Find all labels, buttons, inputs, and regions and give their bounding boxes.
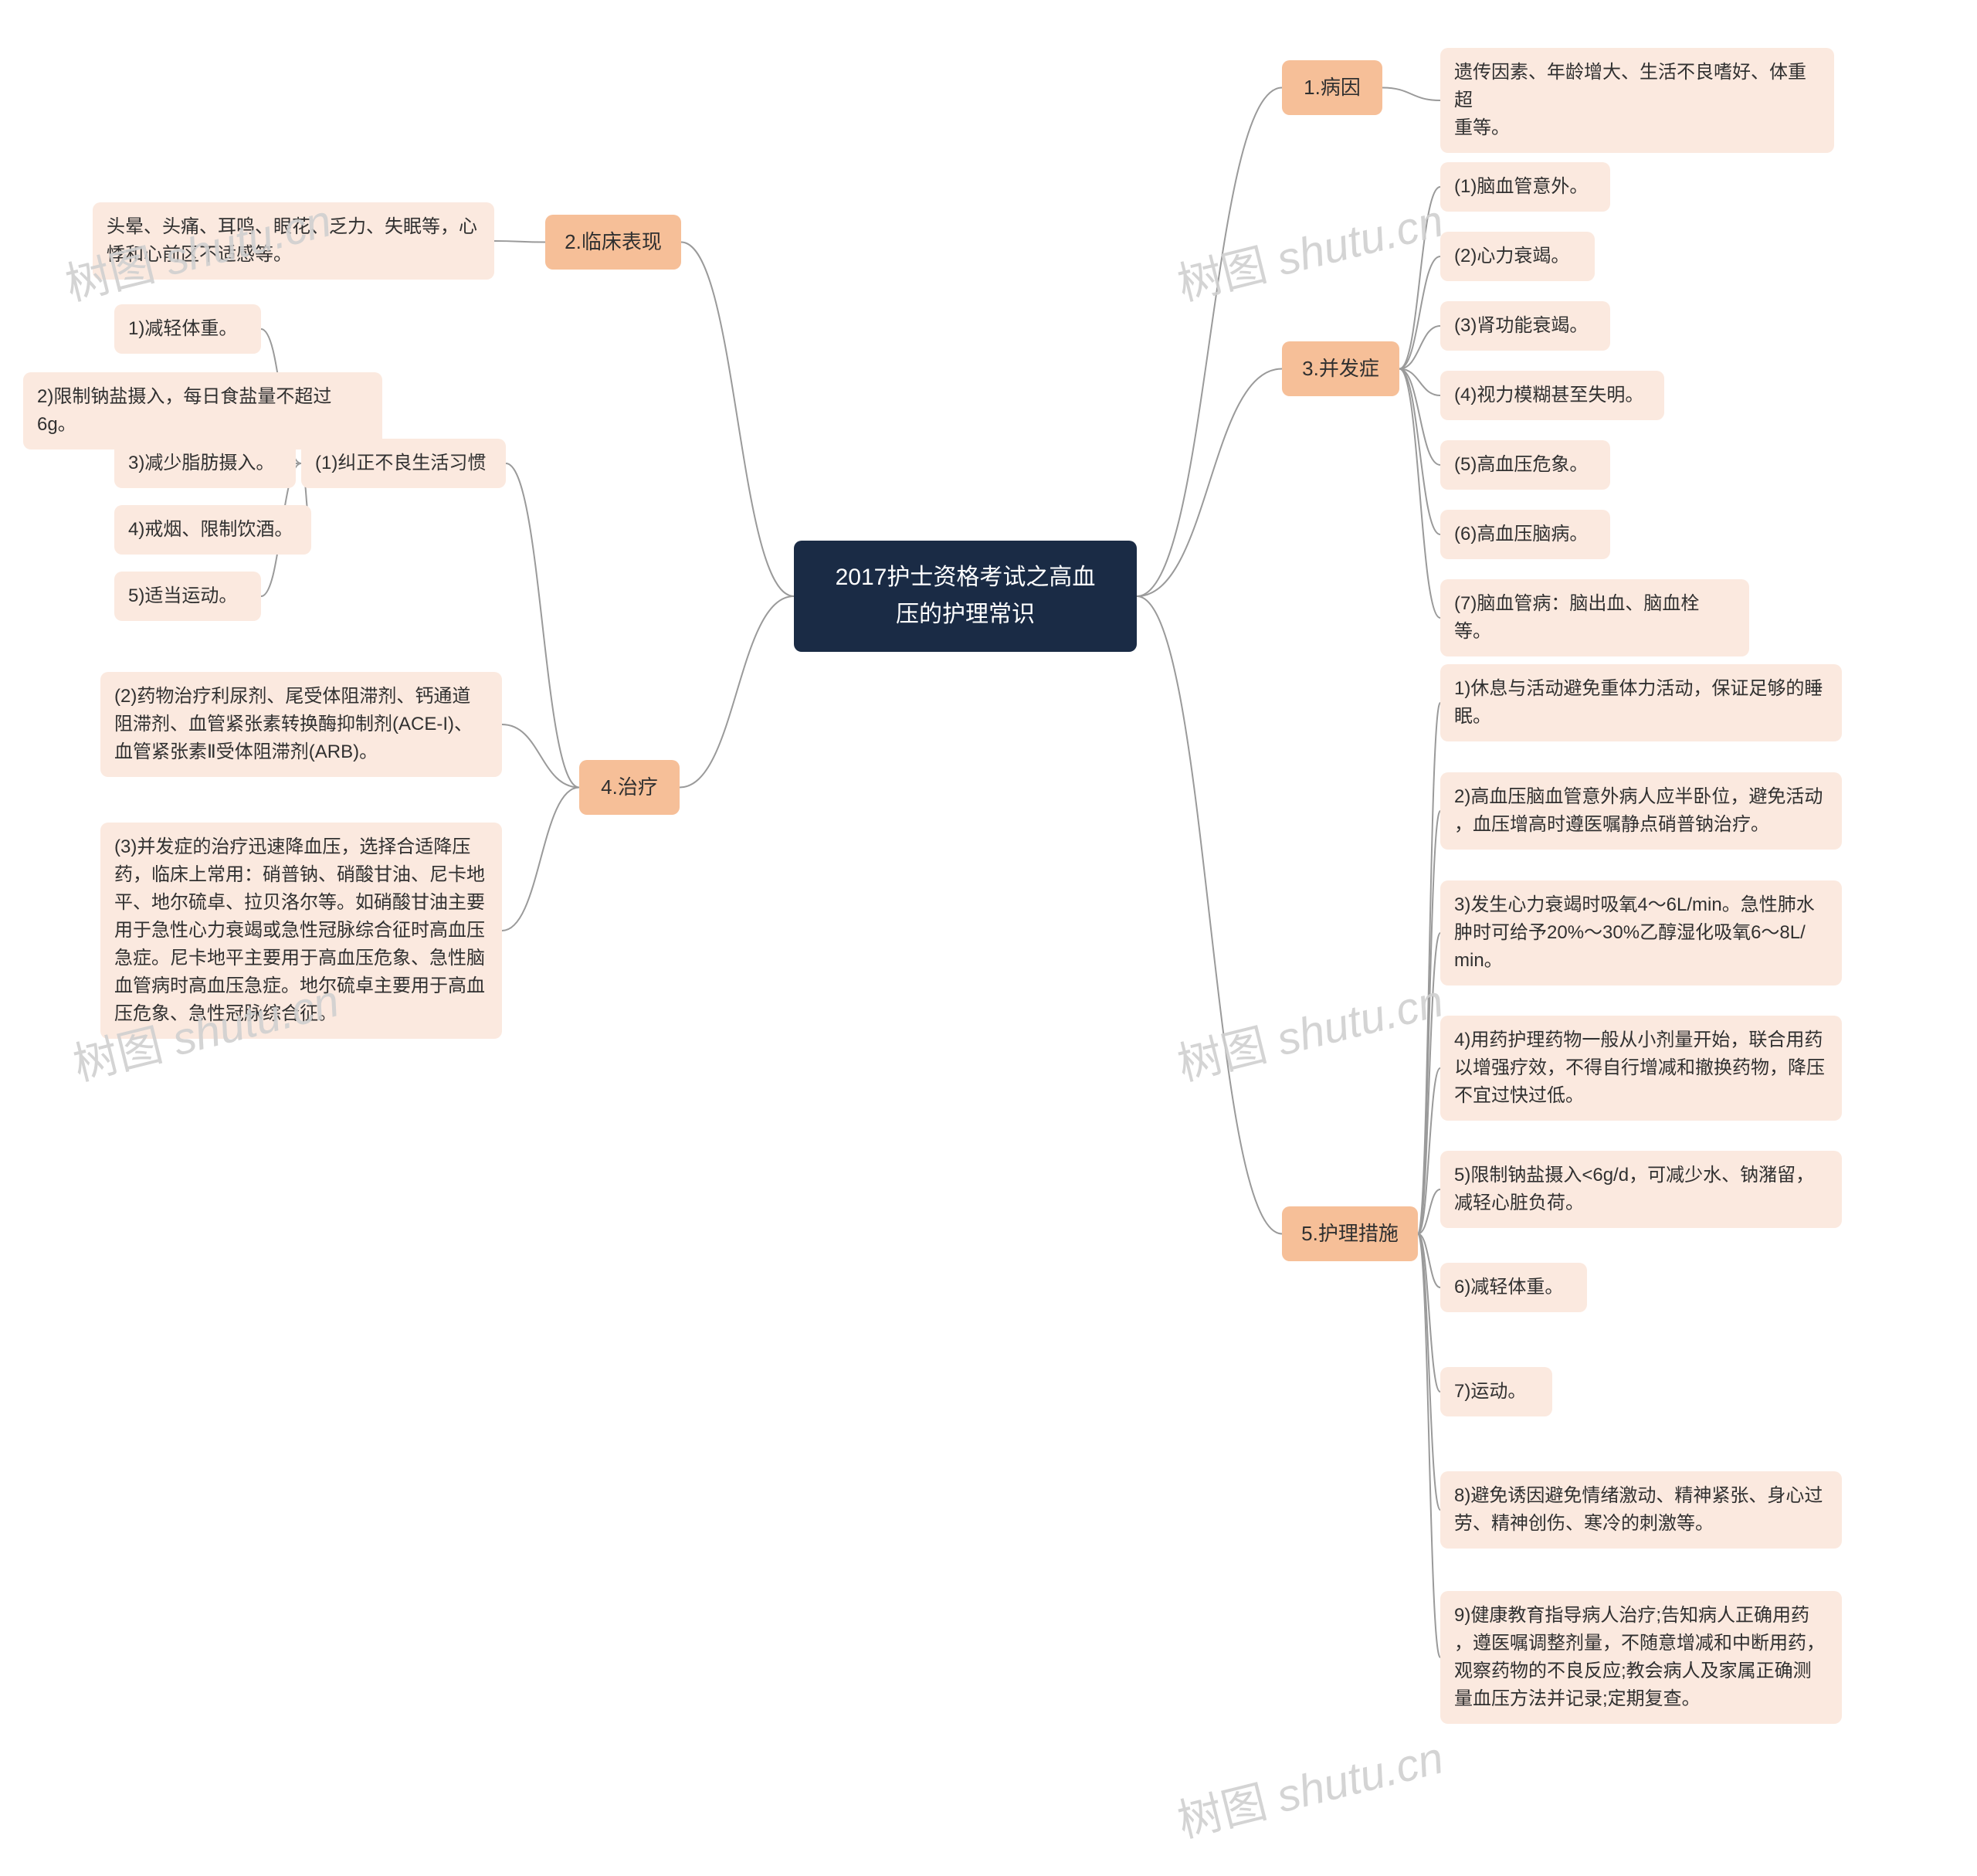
- leaf-node-n2a-label: 头晕、头痛、耳鸣、眼花、乏力、失眠等，心悸和心前区不适感等。: [107, 216, 477, 265]
- edge-root-b4: [680, 596, 794, 788]
- edge-b3-n3d: [1399, 369, 1440, 396]
- leaf-node-n4c: (3)并发症的治疗迅速降血压，选择合适降压药，临床上常用：硝普钠、硝酸甘油、尼卡…: [100, 823, 502, 1039]
- edge-root-b2: [681, 243, 794, 597]
- leaf-node-n5c-label: 3)发生心力衰竭时吸氧4～6L/min。急性肺水肿时可给予20%～30%乙醇湿化…: [1454, 894, 1815, 971]
- leaf-node-n3b: (2)心力衰竭。: [1440, 232, 1595, 281]
- branch-node-b3: 3.并发症: [1282, 341, 1399, 396]
- leaf-node-n4a4: 4)戒烟、限制饮酒。: [114, 505, 311, 555]
- leaf-node-n4a2: 2)限制钠盐摄入，每日食盐量不超过6g。: [23, 372, 382, 449]
- branch-node-b1: 1.病因: [1282, 60, 1382, 115]
- leaf-node-n4a1-label: 1)减轻体重。: [128, 318, 237, 339]
- branch-node-b4: 4.治疗: [579, 760, 680, 815]
- leaf-node-n4a3-label: 3)减少脂肪摄入。: [128, 453, 274, 473]
- root-node-label: 2017护士资格考试之高血压的护理常识: [836, 565, 1096, 627]
- branch-node-b2-label: 2.临床表现: [565, 230, 662, 253]
- leaf-node-n3e: (5)高血压危象。: [1440, 440, 1610, 490]
- leaf-node-n4b: (2)药物治疗利尿剂、尾受体阻滞剂、钙通道阻滞剂、血管紧张素转换酶抑制剂(ACE…: [100, 672, 502, 777]
- leaf-node-n3g-label: (7)脑血管病：脑出血、脑血栓等。: [1454, 593, 1699, 642]
- leaf-node-n5b: 2)高血压脑血管意外病人应半卧位，避免活动，血压增高时遵医嘱静点硝普钠治疗。: [1440, 772, 1842, 850]
- branch-node-b1-label: 1.病因: [1304, 76, 1361, 99]
- leaf-node-n3f-label: (6)高血压脑病。: [1454, 524, 1588, 544]
- edge-b1-n1a: [1382, 88, 1440, 101]
- leaf-node-n5f-label: 6)减轻体重。: [1454, 1277, 1563, 1298]
- mindmap-canvas: 2017护士资格考试之高血压的护理常识 1.病因 3.并发症 5.护理措施 2.临床表现…: [0, 0, 1977, 1876]
- edge-b5-n5f: [1418, 1234, 1440, 1288]
- leaf-node-n1a: 遗传因素、年龄增大、生活不良嗜好、体重超重等。: [1440, 48, 1834, 153]
- edge-b5-n5i: [1418, 1234, 1440, 1658]
- leaf-node-n3c-label: (3)肾功能衰竭。: [1454, 315, 1588, 336]
- leaf-node-n4a1: 1)减轻体重。: [114, 304, 261, 354]
- branch-node-b5: 5.护理措施: [1282, 1206, 1418, 1261]
- edge-b3-n3e: [1399, 369, 1440, 466]
- leaf-node-n5d: 4)用药护理药物一般从小剂量开始，联合用药以增强疗效，不得自行增减和撤换药物，降…: [1440, 1016, 1842, 1121]
- edge-root-b5: [1137, 596, 1282, 1234]
- edge-b5-n5g: [1418, 1234, 1440, 1393]
- leaf-node-n1a-label: 遗传因素、年龄增大、生活不良嗜好、体重超重等。: [1454, 62, 1806, 138]
- watermark-3: 树图 shutu.cn: [1170, 965, 1449, 1094]
- watermark-1: 树图 shutu.cn: [1170, 185, 1449, 314]
- edge-b5-n5a: [1418, 703, 1440, 1234]
- edge-b3-n3g: [1399, 369, 1440, 619]
- leaf-node-n5h-label: 8)避免诱因避免情绪激动、精神紧张、身心过劳、精神创伤、寒冷的刺激等。: [1454, 1485, 1823, 1534]
- leaf-node-n4a5: 5)适当运动。: [114, 572, 261, 621]
- leaf-node-n5g: 7)运动。: [1440, 1367, 1552, 1416]
- leaf-node-n5a: 1)休息与活动避免重体力活动，保证足够的睡眠。: [1440, 664, 1842, 741]
- leaf-node-n5f: 6)减轻体重。: [1440, 1263, 1587, 1312]
- leaf-node-n3d: (4)视力模糊甚至失明。: [1440, 371, 1664, 420]
- edge-b4-n4b: [502, 724, 579, 788]
- edge-b3-n3f: [1399, 369, 1440, 535]
- leaf-node-n3a: (1)脑血管意外。: [1440, 162, 1610, 212]
- leaf-node-n5h: 8)避免诱因避免情绪激动、精神紧张、身心过劳、精神创伤、寒冷的刺激等。: [1440, 1471, 1842, 1549]
- edge-b5-n5b: [1418, 811, 1440, 1234]
- leaf-node-n4a-label: (1)纠正不良生活习惯: [315, 453, 486, 473]
- leaf-node-n5c: 3)发生心力衰竭时吸氧4～6L/min。急性肺水肿时可给予20%～30%乙醇湿化…: [1440, 880, 1842, 985]
- leaf-node-n3d-label: (4)视力模糊甚至失明。: [1454, 385, 1643, 405]
- edge-root-b1: [1137, 88, 1282, 597]
- leaf-node-n5i: 9)健康教育指导病人治疗;告知病人正确用药，遵医嘱调整剂量，不随意增减和中断用药…: [1440, 1591, 1842, 1724]
- edge-b5-n5d: [1418, 1068, 1440, 1234]
- edge-b5-n5e: [1418, 1189, 1440, 1234]
- edge-b2-n2a: [494, 241, 545, 243]
- leaf-node-n4a2-label: 2)限制钠盐摄入，每日食盐量不超过6g。: [37, 386, 331, 435]
- edge-b4-n4a: [506, 463, 579, 788]
- leaf-node-n4a3: 3)减少脂肪摄入。: [114, 439, 296, 488]
- leaf-node-n5d-label: 4)用药护理药物一般从小剂量开始，联合用药以增强疗效，不得自行增减和撤换药物，降…: [1454, 1030, 1825, 1106]
- leaf-node-n5i-label: 9)健康教育指导病人治疗;告知病人正确用药，遵医嘱调整剂量，不随意增减和中断用药…: [1454, 1605, 1825, 1709]
- edge-b5-n5c: [1418, 933, 1440, 1234]
- root-node: 2017护士资格考试之高血压的护理常识: [794, 541, 1137, 652]
- branch-node-b3-label: 3.并发症: [1302, 357, 1379, 380]
- leaf-node-n4b-label: (2)药物治疗利尿剂、尾受体阻滞剂、钙通道阻滞剂、血管紧张素转换酶抑制剂(ACE…: [114, 686, 473, 762]
- leaf-node-n3a-label: (1)脑血管意外。: [1454, 176, 1588, 197]
- leaf-node-n5a-label: 1)休息与活动避免重体力活动，保证足够的睡眠。: [1454, 678, 1823, 727]
- leaf-node-n3c: (3)肾功能衰竭。: [1440, 301, 1610, 351]
- branch-node-b4-label: 4.治疗: [601, 775, 658, 799]
- watermark-4: 树图 shutu.cn: [1170, 1722, 1449, 1851]
- leaf-node-n3e-label: (5)高血压危象。: [1454, 454, 1588, 475]
- leaf-node-n4a5-label: 5)适当运动。: [128, 585, 237, 606]
- leaf-node-n3g: (7)脑血管病：脑出血、脑血栓等。: [1440, 579, 1749, 656]
- leaf-node-n3b-label: (2)心力衰竭。: [1454, 246, 1569, 266]
- leaf-node-n3f: (6)高血压脑病。: [1440, 510, 1610, 559]
- leaf-node-n4a4-label: 4)戒烟、限制饮酒。: [128, 519, 293, 540]
- edge-b5-n5h: [1418, 1234, 1440, 1511]
- leaf-node-n2a: 头晕、头痛、耳鸣、眼花、乏力、失眠等，心悸和心前区不适感等。: [93, 202, 494, 280]
- leaf-node-n5b-label: 2)高血压脑血管意外病人应半卧位，避免活动，血压增高时遵医嘱静点硝普钠治疗。: [1454, 786, 1823, 835]
- edge-b3-n3a: [1399, 187, 1440, 369]
- leaf-node-n5e-label: 5)限制钠盐摄入<6g/d，可减少水、钠潴留，减轻心脏负荷。: [1454, 1165, 1814, 1213]
- leaf-node-n4c-label: (3)并发症的治疗迅速降血压，选择合适降压药，临床上常用：硝普钠、硝酸甘油、尼卡…: [114, 836, 485, 1024]
- edge-b3-n3c: [1399, 326, 1440, 369]
- edge-b3-n3b: [1399, 256, 1440, 369]
- branch-node-b2: 2.临床表现: [545, 215, 681, 270]
- leaf-node-n5g-label: 7)运动。: [1454, 1381, 1526, 1402]
- edge-root-b3: [1137, 369, 1282, 597]
- branch-node-b5-label: 5.护理措施: [1301, 1222, 1399, 1245]
- leaf-node-n5e: 5)限制钠盐摄入<6g/d，可减少水、钠潴留，减轻心脏负荷。: [1440, 1151, 1842, 1228]
- edge-b4-n4c: [502, 788, 579, 931]
